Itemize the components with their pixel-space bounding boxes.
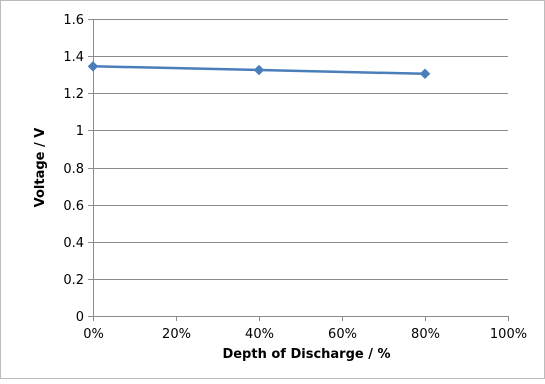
x-tick-label: 100%: [490, 327, 527, 342]
y-tick-label: 1.6: [63, 13, 84, 28]
x-tick-label: 60%: [328, 327, 357, 342]
gridlines: [93, 19, 508, 280]
x-tick-label: 40%: [245, 327, 274, 342]
tick-labels: 0 0.2 0.4 0.6 0.8 1 1.2 1.4 1.6 0% 20% 40% 60% 80% 100…: [63, 13, 527, 342]
y-tick-label: 1.4: [63, 50, 84, 65]
y-tick-label: 0.8: [63, 162, 84, 177]
y-axis-title: Voltage / V: [33, 128, 48, 208]
y-tick-label: 0.2: [63, 273, 84, 288]
data-point-marker: [87, 60, 99, 72]
y-tick-label: 0.6: [63, 199, 84, 214]
data-point-marker: [253, 64, 265, 76]
x-axis-title: Depth of Discharge / %: [222, 347, 390, 362]
y-tick-label: 0: [76, 310, 84, 325]
y-tick-label: 0.4: [63, 236, 84, 251]
y-tick-label: 1.2: [63, 87, 84, 102]
data-point-marker: [419, 68, 431, 80]
x-tick-label: 20%: [162, 327, 191, 342]
x-tick-label: 80%: [411, 327, 440, 342]
series: [87, 60, 431, 80]
y-tick-label: 1: [76, 124, 84, 139]
x-tick-label: 0%: [83, 327, 104, 342]
